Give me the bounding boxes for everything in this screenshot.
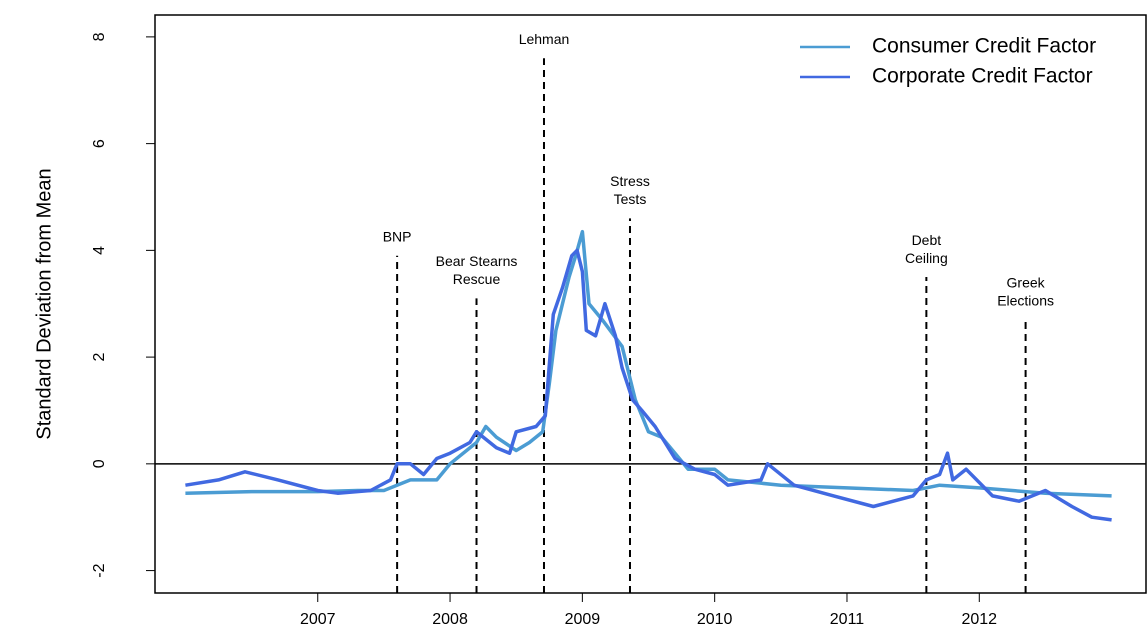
series-line <box>185 229 1112 498</box>
event-label: BNP <box>383 228 412 244</box>
event-label: Lehman <box>519 31 570 47</box>
event-label: Rescue <box>453 271 501 287</box>
event-label: Tests <box>614 191 647 207</box>
y-tick-label: 6 <box>91 139 108 148</box>
event-label: Stress <box>610 173 650 189</box>
y-tick-label: 0 <box>91 459 108 468</box>
x-tick-label: 2009 <box>565 611 601 628</box>
y-tick-label: 4 <box>91 246 108 255</box>
event-label: Greek <box>1007 274 1046 290</box>
legend-label: Corporate Credit Factor <box>872 65 1093 88</box>
series-line <box>185 248 1112 522</box>
event-label: Bear Stearns <box>436 253 518 269</box>
plot-frame <box>154 14 1147 594</box>
x-tick-label: 2010 <box>697 611 733 628</box>
event-label: Debt <box>912 232 942 248</box>
x-tick-label: 2012 <box>961 611 997 628</box>
y-tick-label: 2 <box>91 353 108 362</box>
x-tick-label: 2011 <box>830 611 865 628</box>
x-tick-label: 2008 <box>432 611 468 628</box>
event-label: Ceiling <box>905 250 948 266</box>
y-tick-label: 8 <box>91 32 108 41</box>
y-tick-label: -2 <box>91 563 108 577</box>
event-label: Elections <box>997 292 1054 308</box>
x-tick-label: 2007 <box>300 611 336 628</box>
y-axis-label: Standard Deviation from Mean <box>33 168 55 439</box>
legend-label: Consumer Credit Factor <box>872 35 1096 58</box>
